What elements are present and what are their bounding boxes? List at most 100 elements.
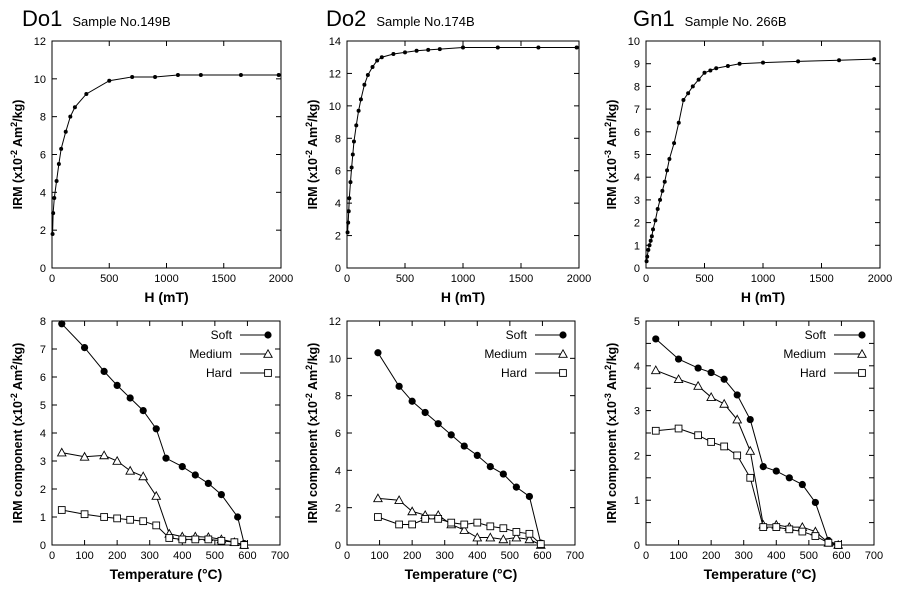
data-point xyxy=(198,73,203,78)
data-point xyxy=(662,179,667,184)
data-point xyxy=(234,513,242,521)
y-tick-label: 0 xyxy=(40,540,46,552)
data-point xyxy=(178,535,187,544)
y-tick-label: 3 xyxy=(634,195,640,207)
x-tick-label: 0 xyxy=(643,550,649,562)
series-medium xyxy=(650,365,844,549)
data-point xyxy=(50,231,55,236)
y-tick-label: 3 xyxy=(634,406,640,418)
data-point xyxy=(351,139,356,144)
data-point xyxy=(559,331,567,339)
data-point xyxy=(276,73,281,78)
y-tick-label: 4 xyxy=(335,198,341,210)
series-soft xyxy=(652,335,842,549)
data-point xyxy=(125,465,136,475)
x-tick-label: 1500 xyxy=(509,273,533,285)
x-tick-label: 700 xyxy=(865,550,883,562)
data-point xyxy=(57,506,66,514)
legend-label: Medium xyxy=(783,347,826,361)
data-point xyxy=(473,451,481,459)
data-point xyxy=(162,454,170,462)
data-point xyxy=(693,380,704,390)
x-tick-label: 300 xyxy=(141,550,159,562)
data-point xyxy=(681,98,686,103)
data-point xyxy=(746,415,754,424)
title-main: Do1 xyxy=(22,6,63,31)
data-point xyxy=(759,523,768,531)
y-tick-label: 8 xyxy=(335,133,341,145)
data-point xyxy=(708,68,713,73)
y-tick-label: 4 xyxy=(40,428,46,440)
title-sample: Sample No.149B xyxy=(72,14,171,29)
x-tick-label: 500 xyxy=(100,273,118,285)
data-point xyxy=(217,536,226,545)
data-point xyxy=(139,517,148,526)
data-point xyxy=(100,513,108,521)
x-tick-label: 600 xyxy=(238,550,256,562)
data-point xyxy=(362,82,367,87)
series-irm xyxy=(345,45,579,235)
data-point xyxy=(72,105,77,110)
y-tick-label: 1 xyxy=(40,512,46,524)
legend-label: Medium xyxy=(189,347,232,361)
data-point xyxy=(486,522,495,531)
y-tick-label: 2 xyxy=(634,218,640,230)
plot-frame xyxy=(645,40,881,269)
data-point xyxy=(649,234,654,239)
data-point xyxy=(674,355,683,363)
series-irm xyxy=(644,57,877,264)
y-tick-label: 8 xyxy=(335,391,341,403)
x-tick-label: 500 xyxy=(695,273,713,285)
x-tick-label: 1000 xyxy=(751,273,775,285)
data-point xyxy=(499,470,507,478)
data-point xyxy=(665,168,670,173)
data-point xyxy=(811,498,819,507)
data-point xyxy=(437,47,442,52)
data-point xyxy=(761,60,765,65)
data-point xyxy=(346,220,351,225)
data-point xyxy=(375,58,380,63)
data-point xyxy=(733,451,742,460)
data-point xyxy=(84,91,89,96)
data-point xyxy=(486,463,494,471)
data-point xyxy=(426,47,431,52)
chart-panel-6: 0 100 200 300 400 500 600 700 0 1 2 3 4 5 Temperature … xyxy=(603,316,883,582)
data-point xyxy=(447,431,455,439)
title-sample: Sample No.174B xyxy=(376,14,475,29)
data-point xyxy=(652,335,660,343)
y-axis-label: IRM component (x10-2 Am2/kg) xyxy=(9,343,25,524)
data-point xyxy=(674,424,683,433)
y-tick-label: 1 xyxy=(634,240,640,252)
y-tick-label: 0 xyxy=(335,263,341,275)
data-point xyxy=(100,367,108,375)
x-axis-label: Temperature (°C) xyxy=(704,566,817,582)
series-line xyxy=(646,58,875,262)
y-tick-label: 8 xyxy=(40,112,46,124)
data-point xyxy=(139,407,147,415)
data-point xyxy=(421,408,429,417)
data-point xyxy=(824,538,833,547)
data-point xyxy=(653,218,658,223)
x-tick-label: 1500 xyxy=(212,273,236,285)
data-point xyxy=(460,442,468,450)
data-point xyxy=(658,197,663,202)
data-point xyxy=(356,108,361,113)
chart-panel-3: 0 500 1000 1500 2000 0 1 2 3 4 5 6 7 8 9 10 H (mT) IRM (x… xyxy=(603,36,892,305)
data-point xyxy=(68,114,73,119)
x-tick-label: 0 xyxy=(49,273,55,285)
data-point xyxy=(391,51,396,56)
data-point xyxy=(348,180,353,185)
data-point xyxy=(370,64,375,69)
x-tick-label: 500 xyxy=(501,550,519,562)
x-tick-label: 100 xyxy=(669,550,687,562)
data-point xyxy=(558,348,568,358)
x-tick-label: 0 xyxy=(49,550,55,562)
x-tick-label: 500 xyxy=(396,273,414,285)
data-point xyxy=(524,534,535,544)
data-point xyxy=(350,152,355,157)
data-point xyxy=(113,381,121,389)
data-point xyxy=(872,57,877,62)
y-tick-label: 10 xyxy=(628,36,640,48)
data-point xyxy=(686,91,691,96)
data-point xyxy=(80,510,89,519)
